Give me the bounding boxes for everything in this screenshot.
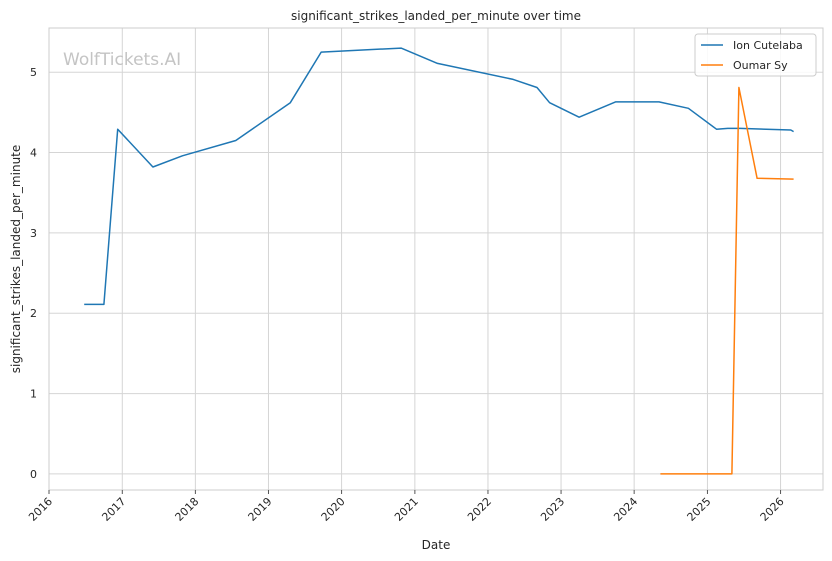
series-line bbox=[660, 86, 794, 475]
y-tick-label: 0 bbox=[30, 468, 37, 481]
y-tick-label: 3 bbox=[30, 227, 37, 240]
legend-label: Oumar Sy bbox=[733, 59, 788, 72]
x-tick-label: 2019 bbox=[246, 495, 275, 524]
grid bbox=[48, 28, 823, 490]
y-tick-label: 1 bbox=[30, 388, 37, 401]
y-axis-ticks: 0 1 2 3 4 5 bbox=[30, 66, 37, 481]
series-lines bbox=[84, 47, 794, 475]
x-tick-label: 2021 bbox=[392, 495, 421, 524]
x-tick-label: 2017 bbox=[99, 495, 128, 524]
chart-title: significant_strikes_landed_per_minute ov… bbox=[291, 9, 581, 23]
legend-label: Ion Cutelaba bbox=[733, 39, 803, 52]
y-tick-label: 4 bbox=[30, 147, 37, 160]
x-tick-label: 2026 bbox=[758, 495, 787, 524]
x-tick-label: 2018 bbox=[173, 495, 202, 524]
x-tick-label: 2023 bbox=[538, 495, 567, 524]
legend: Ion Cutelaba Oumar Sy bbox=[694, 33, 817, 77]
x-axis-ticks: 2016 2017 2018 2019 2020 2021 2022 2023 2024 2025… bbox=[26, 490, 787, 524]
plot-background bbox=[49, 28, 823, 490]
y-tick-label: 2 bbox=[30, 307, 37, 320]
x-tick-label: 2022 bbox=[465, 495, 494, 524]
x-tick-label: 2025 bbox=[685, 495, 714, 524]
x-tick-label: 2024 bbox=[611, 495, 640, 524]
y-axis-title: significant_strikes_landed_per_minute bbox=[9, 145, 23, 374]
x-axis-title: Date bbox=[422, 538, 451, 552]
series-line bbox=[84, 47, 794, 306]
watermark: WolfTickets.AI bbox=[63, 50, 181, 70]
x-tick-label: 2020 bbox=[319, 495, 348, 524]
y-tick-label: 5 bbox=[30, 66, 37, 79]
x-tick-label: 2016 bbox=[26, 495, 55, 524]
plot-frame bbox=[48, 27, 824, 491]
legend-box bbox=[694, 33, 817, 77]
